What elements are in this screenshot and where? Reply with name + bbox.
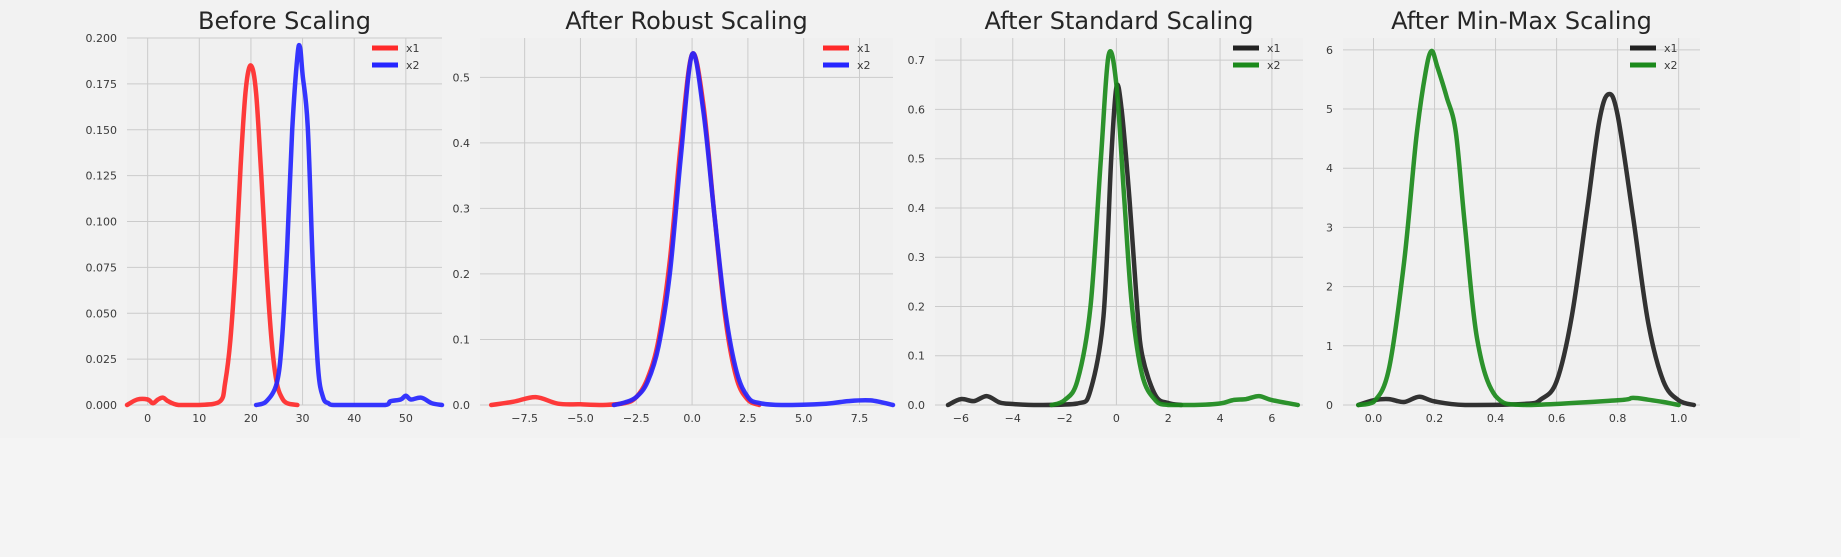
x-tick-label: 1.0 <box>1670 412 1688 425</box>
series-line-x1 <box>1356 91 1697 408</box>
x-tick-label: −7.5 <box>511 412 538 425</box>
y-tick-label: 0.125 <box>86 170 118 183</box>
chart-panel-1: Before Scaling 0 10 20 30 40 50 0.000 0.025 0.050… <box>86 7 445 425</box>
x-tick-label: 2.5 <box>739 412 757 425</box>
y-tick-label: 0.7 <box>908 54 926 67</box>
x-tick-label: 40 <box>347 412 361 425</box>
x-tick-label: 6 <box>1268 412 1275 425</box>
y-tick-label: 1 <box>1326 340 1333 353</box>
x-tick-label: 0.8 <box>1609 412 1627 425</box>
y-tick-label: 0.200 <box>86 32 118 45</box>
chart-title: After Min-Max Scaling <box>1391 7 1652 35</box>
chart-panel-2: After Robust Scaling −7.5 −5.0 −2.5 0.0 2.5 5.… <box>453 7 896 425</box>
series-line-x1 <box>124 63 300 408</box>
y-tick-label: 0.0 <box>908 399 926 412</box>
y-tick-label: 0.025 <box>86 353 118 366</box>
x-tick-label: 10 <box>192 412 206 425</box>
chart-title: After Robust Scaling <box>565 7 807 35</box>
x-tick-label: 0.0 <box>683 412 701 425</box>
x-tick-label: 50 <box>399 412 413 425</box>
y-tick-label: 0.050 <box>86 307 118 320</box>
y-tick-label: 0.5 <box>908 153 926 166</box>
chart-panel-4: After Min-Max Scaling 0.0 0.2 0.4 0.6 0.8 1.0 0… <box>1326 7 1700 425</box>
y-tick-label: 0.150 <box>86 124 118 137</box>
y-tick-label: 0.4 <box>908 202 926 215</box>
x-tick-label: −4 <box>1005 412 1021 425</box>
x-tick-label: 0.6 <box>1548 412 1566 425</box>
x-tick-label: 20 <box>244 412 258 425</box>
legend-label-x2: x2 <box>1267 59 1281 72</box>
y-tick-label: 6 <box>1326 44 1333 57</box>
x-tick-label: 2 <box>1165 412 1172 425</box>
y-tick-label: 0.000 <box>86 399 118 412</box>
x-tick-label: −5.0 <box>567 412 594 425</box>
chart-panel-3: After Standard Scaling −6 −4 −2 0 2 4 6 0.0 0.1 0.… <box>908 7 1303 425</box>
y-tick-label: 0.3 <box>453 202 471 215</box>
x-tick-label: 0.4 <box>1487 412 1505 425</box>
x-tick-label: 0.2 <box>1426 412 1444 425</box>
y-tick-label: 0.3 <box>908 251 926 264</box>
x-tick-label: 5.0 <box>795 412 813 425</box>
y-tick-label: 0.1 <box>908 350 926 363</box>
series-line-x2 <box>253 42 445 408</box>
x-tick-label: 0.0 <box>1365 412 1383 425</box>
y-tick-label: 0.5 <box>453 71 471 84</box>
y-tick-label: 0 <box>1326 399 1333 412</box>
legend-label-x2: x2 <box>857 59 871 72</box>
x-tick-label: −2 <box>1056 412 1072 425</box>
x-tick-label: 4 <box>1217 412 1224 425</box>
plot-area <box>1343 38 1700 405</box>
legend-label-x2: x2 <box>406 59 420 72</box>
legend-label-x1: x1 <box>406 42 420 55</box>
y-tick-label: 0.4 <box>453 137 471 150</box>
x-tick-label: 30 <box>296 412 310 425</box>
x-tick-label: 7.5 <box>851 412 869 425</box>
y-tick-label: 0.0 <box>453 399 471 412</box>
chart-title: Before Scaling <box>198 7 371 35</box>
y-tick-label: 4 <box>1326 162 1333 175</box>
y-tick-label: 0.2 <box>908 300 926 313</box>
y-tick-label: 0.075 <box>86 261 118 274</box>
series-line-x2 <box>1049 49 1301 408</box>
series-line-x2 <box>611 51 896 408</box>
y-tick-label: 3 <box>1326 221 1333 234</box>
y-tick-label: 2 <box>1326 281 1333 294</box>
y-tick-label: 0.175 <box>86 78 118 91</box>
x-tick-label: 0 <box>144 412 151 425</box>
y-tick-label: 0.1 <box>453 333 471 346</box>
x-tick-label: −2.5 <box>623 412 650 425</box>
series-line-x2 <box>1356 48 1681 408</box>
legend-label-x1: x1 <box>857 42 871 55</box>
figure-background: Before Scaling 0 10 20 30 40 50 0.000 0.025 0.050… <box>85 7 1700 425</box>
y-tick-label: 0.100 <box>86 216 118 229</box>
legend-label-x2: x2 <box>1664 59 1678 72</box>
y-tick-label: 5 <box>1326 103 1333 116</box>
chart-title: After Standard Scaling <box>985 7 1254 35</box>
y-tick-label: 0.2 <box>453 268 471 281</box>
x-tick-label: 0 <box>1113 412 1120 425</box>
series-line-x1 <box>945 82 1184 408</box>
x-tick-label: −6 <box>953 412 969 425</box>
legend-label-x1: x1 <box>1664 42 1678 55</box>
legend-label-x1: x1 <box>1267 42 1281 55</box>
y-tick-label: 0.6 <box>908 103 926 116</box>
